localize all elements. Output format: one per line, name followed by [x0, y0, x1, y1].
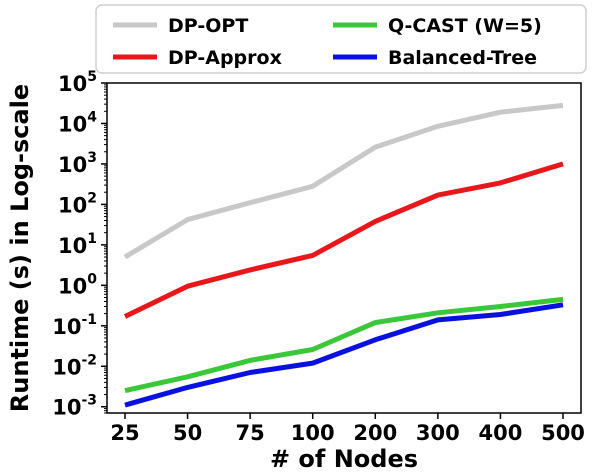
series-line: [124, 302, 564, 408]
x-tick-label: 200: [353, 421, 397, 445]
x-tick-label: 400: [479, 421, 523, 445]
x-tick-label: 500: [541, 421, 585, 445]
y-tick-label: 10-2: [52, 352, 97, 379]
legend-entry: DP-OPT: [168, 15, 248, 37]
x-tick-label: 25: [110, 421, 139, 445]
series-line: [124, 296, 564, 394]
legend-entry: Q-CAST (W=5): [388, 15, 542, 37]
x-tick-label: 300: [416, 421, 460, 445]
y-tick-label: 105: [58, 69, 97, 96]
y-tick-label: 10-1: [52, 312, 97, 339]
y-tick-label: 102: [58, 190, 97, 217]
y-tick-label: 100: [58, 271, 97, 298]
series-line: [123, 102, 564, 260]
series-line: [123, 161, 564, 319]
legend: DP-OPT DP-Approx Q-CAST (W=5) Balanced-Tree: [95, 4, 587, 74]
y-tick-label: 10-3: [52, 393, 97, 420]
x-tick-label: 100: [291, 421, 335, 445]
legend-entry: Balanced-Tree: [388, 47, 537, 69]
legend-frame: [95, 4, 587, 74]
x-axis-ticks: 25 50 75 100 200 300 400 500: [110, 413, 585, 445]
y-tick-label: 104: [58, 109, 97, 136]
y-tick-label: 103: [58, 150, 97, 177]
legend-entry: DP-Approx: [168, 47, 282, 69]
y-tick-label: 101: [58, 231, 97, 258]
plot-area: [106, 82, 582, 414]
x-tick-label: 75: [236, 421, 265, 445]
x-axis-label: # of Nodes: [270, 445, 418, 473]
y-axis-label: Runtime (s) in Log-scale: [6, 84, 34, 412]
x-tick-label: 50: [173, 421, 202, 445]
series-lines: [123, 102, 564, 408]
y-axis-ticks: 10-3 10-2 10-1 100 101 102 103 104 105: [52, 69, 107, 420]
